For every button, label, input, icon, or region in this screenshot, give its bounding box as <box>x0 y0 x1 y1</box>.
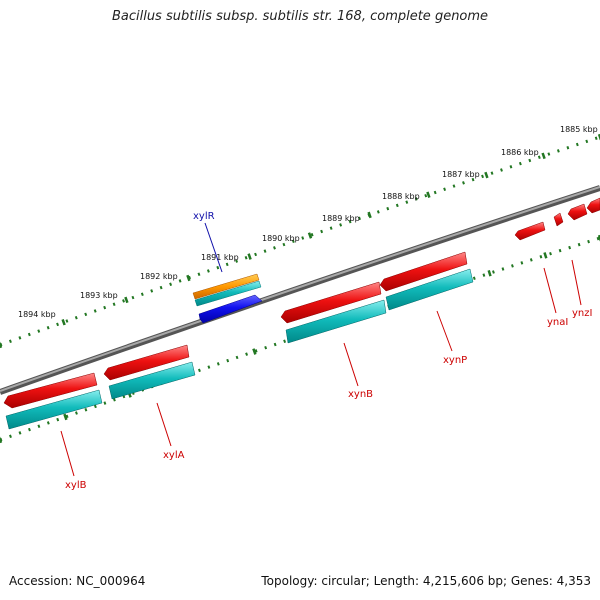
xynB-cyan-block <box>285 299 387 344</box>
accession-text: Accession: NC_000964 <box>9 574 146 588</box>
scale-label-1886: 1886 kbp <box>501 148 539 157</box>
outer-major-ticks <box>0 133 600 349</box>
outer-major-tick <box>247 253 252 260</box>
scale-label-1888: 1888 kbp <box>382 192 420 201</box>
outer-scale-track <box>0 135 600 347</box>
outer-major-tick <box>426 191 431 199</box>
outer-major-tick <box>597 133 600 141</box>
inner-major-tick <box>63 413 68 421</box>
xylR-orange-block <box>192 273 260 300</box>
xynB-red-arrow <box>280 281 382 324</box>
neighbour-red-arrow-2 <box>586 197 600 214</box>
inner-major-tick <box>0 436 3 444</box>
xylR-cyan-block <box>194 280 262 307</box>
scale-label-1889: 1889 kbp <box>322 214 360 223</box>
gene-label-xynB[interactable]: xynB <box>348 389 373 400</box>
genome-backbone <box>0 185 600 395</box>
xynP-red-arrow <box>379 251 468 292</box>
xylR-blue-arrow <box>198 294 263 324</box>
scale-label-1894: 1894 kbp <box>18 310 56 319</box>
inner-major-tick <box>597 234 600 242</box>
gene-xylA-feature[interactable] <box>103 344 196 400</box>
outer-major-tick <box>124 296 129 304</box>
xylA-red-arrow <box>103 344 190 381</box>
xylB-cyan-block <box>5 389 103 430</box>
ynaI-leader-line <box>543 267 557 314</box>
genome-backbone-highlight <box>0 186 600 392</box>
xynB-leader-line <box>343 342 359 387</box>
genome-title: Bacillus subtilis subsp. subtilis str. 1… <box>111 9 489 24</box>
outer-major-tick <box>541 152 546 160</box>
scale-labels: 1885 kbp 1886 kbp 1887 kbp 1888 kbp 1889… <box>18 125 598 319</box>
inner-major-tick <box>252 348 257 355</box>
outer-major-tick <box>484 171 489 179</box>
gene-xynP-feature[interactable] <box>379 251 474 311</box>
scale-label-1893: 1893 kbp <box>80 291 118 300</box>
inner-major-tick <box>487 270 492 277</box>
scale-label-1887: 1887 kbp <box>442 170 480 179</box>
outer-major-tick <box>61 318 66 326</box>
gene-label-xynP[interactable]: xynP <box>443 355 467 366</box>
gene-xylB-feature[interactable] <box>3 372 103 430</box>
ynzI-leader-line <box>571 259 582 306</box>
topology-summary: Topology: circular; Length: 4,215,606 bp… <box>261 574 591 588</box>
neighbour-red-arrow-1 <box>567 203 588 221</box>
scale-label-1892: 1892 kbp <box>140 272 178 281</box>
xynP-leader-line <box>436 310 453 352</box>
gene-label-ynzI[interactable]: ynzI <box>572 308 592 319</box>
outer-major-tick <box>0 341 3 349</box>
xylB-red-arrow <box>3 372 98 409</box>
gene-xylR-feature[interactable] <box>192 273 263 324</box>
xylB-leader-line <box>60 430 75 477</box>
inner-major-tick <box>543 252 548 259</box>
outer-major-tick <box>367 211 372 219</box>
inner-scale-track <box>0 236 600 442</box>
gene-label-ynaI[interactable]: ynaI <box>547 317 568 328</box>
ynaI-red-arrow <box>514 221 546 241</box>
outer-major-tick <box>307 232 313 239</box>
gene-label-xylB[interactable]: xylB <box>65 480 87 491</box>
gene-xynB-feature[interactable] <box>280 281 387 344</box>
outer-major-tick <box>186 274 191 282</box>
xylA-leader-line <box>156 402 172 447</box>
scale-label-1885: 1885 kbp <box>560 125 598 134</box>
gene-ynzI-feature[interactable] <box>553 197 600 227</box>
ynzI-red-arrow <box>553 212 564 227</box>
gene-label-xylR[interactable]: xylR <box>193 211 215 222</box>
gene-label-xylA[interactable]: xylA <box>163 450 185 461</box>
scale-label-1891: 1891 kbp <box>201 253 239 262</box>
scale-label-1890: 1890 kbp <box>262 234 300 243</box>
gene-ynaI-feature[interactable] <box>514 221 546 241</box>
xylR-leader-line <box>204 222 223 273</box>
xynP-cyan-block <box>385 268 474 311</box>
xylA-cyan-block <box>108 361 196 400</box>
